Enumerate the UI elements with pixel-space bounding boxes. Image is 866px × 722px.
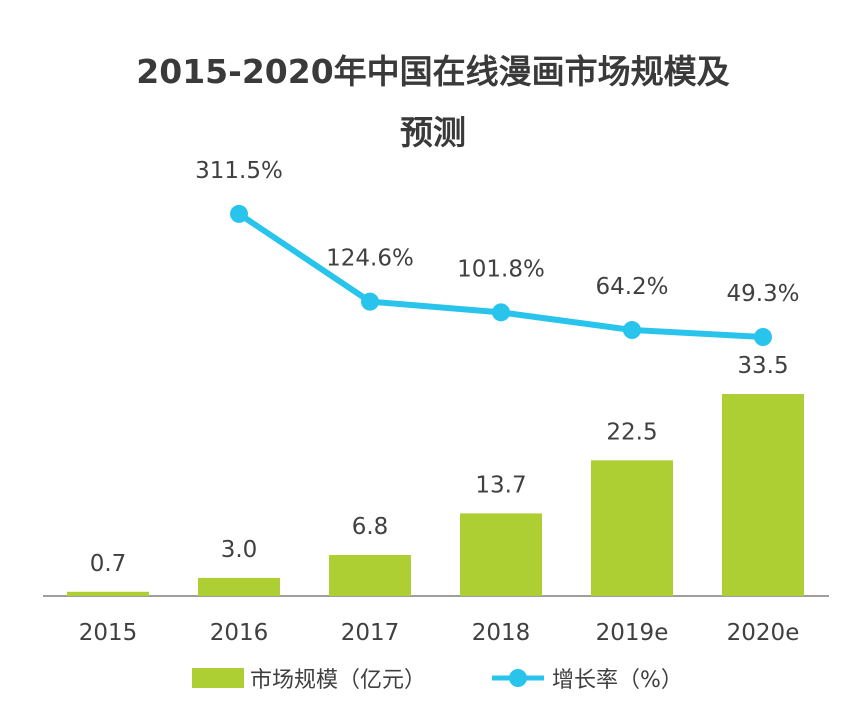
bar-2020e	[722, 393, 804, 596]
legend-bar-label: 市场规模（亿元）	[250, 668, 427, 693]
x-tick-2019e: 2019e	[596, 620, 669, 646]
bar-label-2020e: 33.5	[737, 353, 788, 379]
growth-point-2018	[492, 303, 510, 322]
bar-label-2018: 13.7	[475, 472, 526, 498]
bar-2015	[67, 591, 149, 596]
bar-2016	[198, 577, 280, 596]
x-tick-2020e: 2020e	[727, 620, 800, 646]
growth-label-2019e: 64.2%	[595, 274, 668, 300]
chart-title-line-1: 2015-2020年中国在线漫画市场规模及	[136, 52, 730, 91]
growth-point-2016	[230, 204, 248, 223]
bar-2018	[460, 513, 542, 596]
bar-label-2019e: 22.5	[606, 419, 657, 445]
legend-line: 增长率（%）	[490, 663, 683, 693]
chart-title-line-2: 预测	[400, 113, 466, 152]
growth-point-2019e	[623, 321, 641, 340]
bar-label-2015: 0.7	[90, 551, 127, 577]
bar-label-2017: 6.8	[352, 514, 389, 540]
x-tick-2017: 2017	[341, 620, 400, 646]
bar-label-2016: 3.0	[221, 537, 258, 563]
growth-point-2020e	[754, 328, 772, 346]
bar-2017	[329, 554, 411, 596]
legend-line-label: 增长率（%）	[552, 668, 683, 693]
growth-point-2017	[361, 292, 379, 311]
x-tick-2018: 2018	[472, 620, 531, 646]
legend-bar-swatch	[192, 668, 244, 688]
growth-label-2020e: 49.3%	[726, 281, 799, 307]
x-tick-2016: 2016	[210, 620, 269, 646]
bar-2019e	[591, 460, 673, 596]
x-tick-2015: 2015	[79, 620, 138, 646]
legend-line-swatch	[492, 669, 544, 687]
growth-label-2017: 124.6%	[326, 246, 414, 272]
legend-bar: 市场规模（亿元）	[192, 663, 426, 693]
growth-label-2016: 311.5%	[195, 158, 283, 184]
growth-label-2018: 101.8%	[457, 256, 545, 282]
